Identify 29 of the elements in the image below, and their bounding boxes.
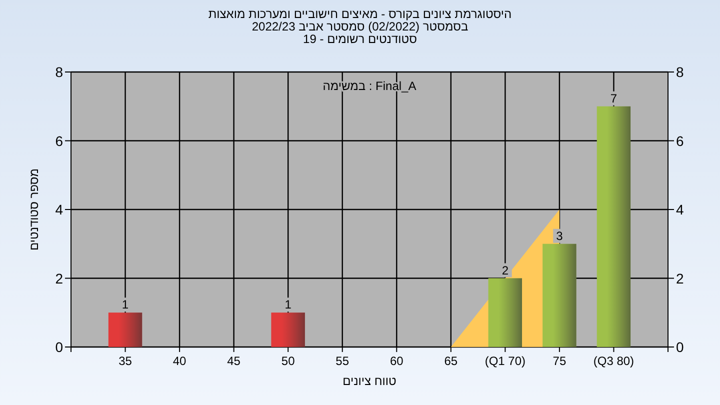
data-label: 1 (122, 298, 129, 312)
data-label: 7 (610, 91, 618, 106)
x-axis-title: טווח ציונים (342, 374, 397, 388)
y2-tick-label: 6 (676, 132, 684, 149)
x-tick-label: 40 (172, 354, 187, 368)
y2-tick-label: 0 (676, 339, 684, 355)
x-tick-label: (Q1 70) (484, 354, 526, 368)
y2-tick-label: 4 (676, 202, 684, 218)
y-tick-label: 2 (55, 270, 64, 286)
x-tick-label: (Q3 80) (593, 354, 634, 368)
x-tick-label: 35 (118, 354, 132, 368)
chart-title: היסטוגרמת ציונים בקורס - מאיצים חישוביים ומערכות מואצות (208, 7, 512, 21)
y-tick-label: 6 (55, 132, 64, 149)
y-tick-label: 8 (55, 64, 64, 80)
chart-subtitle: בסמסטר (02/2022) סמסטר אביב 2022/23 סטודנטים רשומים - 19 (252, 20, 468, 46)
data-label: 3 (556, 228, 564, 243)
y-axis-title: מספר סטודנטים (27, 168, 41, 251)
x-tick-label: 45 (227, 354, 241, 368)
x-tick-label: 75 (552, 354, 566, 368)
y-tick-label: 4 (55, 202, 64, 218)
y2-tick-label: 8 (676, 64, 684, 80)
y2-tick-label: 2 (676, 270, 684, 286)
x-tick-label: 60 (390, 354, 404, 368)
y-tick-label: 0 (55, 339, 64, 355)
x-tick-label: 65 (444, 354, 458, 368)
data-label: 1 (284, 298, 292, 312)
data-label: 2 (502, 263, 509, 278)
x-tick-label: 55 (336, 354, 350, 368)
x-tick-label: 50 (281, 354, 296, 368)
